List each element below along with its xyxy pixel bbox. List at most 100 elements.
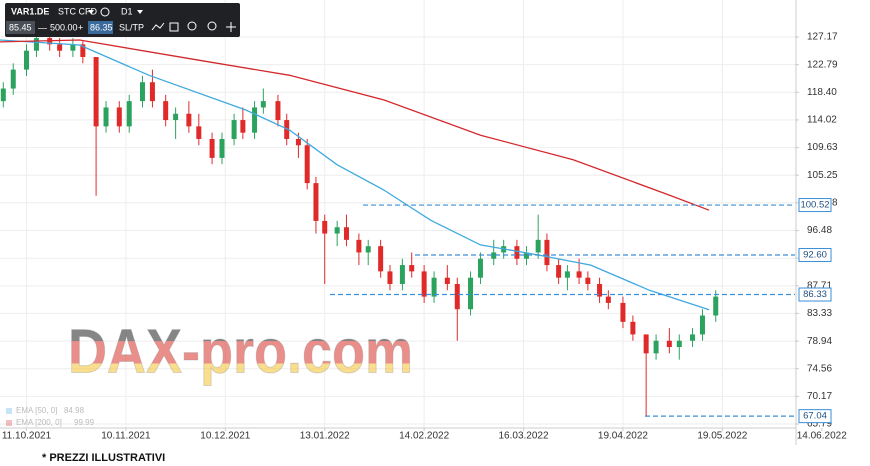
indicator-icon[interactable]: [169, 22, 179, 32]
candle-body: [126, 101, 132, 127]
candle-body: [252, 107, 258, 133]
move-icon[interactable]: [226, 22, 236, 32]
legend-value: 84.98: [64, 406, 85, 415]
candle-body: [304, 145, 310, 184]
candle-body: [116, 107, 122, 127]
legend-swatch: [6, 420, 12, 426]
candle-body: [173, 113, 179, 121]
candle-body: [163, 101, 169, 121]
candle-body: [477, 258, 483, 278]
toolbar: VAR1.DE STC CFD D1 85.45 — 500.00 + 86.3…: [5, 3, 240, 37]
y-tick-label: 118.40: [807, 87, 837, 98]
candle-body: [431, 277, 437, 297]
grid: [0, 0, 795, 428]
candle-body: [24, 50, 30, 70]
candle-body: [387, 271, 393, 284]
x-tick-label: 14.02.2022: [399, 431, 449, 442]
legend-value: 99.99: [74, 418, 95, 427]
level-label-box: [798, 247, 832, 262]
y-tick-label: 78.94: [807, 336, 832, 347]
minus[interactable]: —: [38, 22, 47, 32]
candle-body: [186, 113, 192, 127]
trend-icon[interactable]: [151, 22, 165, 31]
dropdown-icon[interactable]: [137, 10, 143, 14]
candle-body: [556, 265, 562, 278]
candle-body: [275, 101, 281, 121]
candle-body: [620, 302, 626, 322]
candle-body: [699, 315, 705, 335]
x-tick-label: 11.10.2021: [2, 431, 52, 442]
candle-body: [468, 277, 474, 310]
sltp[interactable]: SL/TP: [119, 22, 144, 32]
bid-box[interactable]: [6, 21, 35, 34]
candle-body: [643, 334, 649, 354]
candle-body: [597, 283, 603, 297]
candle-body: [690, 334, 696, 341]
candle-body: [576, 271, 582, 278]
candle-body: [378, 246, 384, 272]
quantity[interactable]: 500.00: [50, 22, 78, 32]
candle-body: [421, 271, 427, 297]
y-tick-label: 65.79: [807, 419, 832, 430]
x-tick-label: 19.05.2022: [697, 431, 747, 442]
level-label: 92.60: [803, 249, 827, 260]
level-label: 86.33: [803, 289, 827, 300]
ask-box[interactable]: [88, 21, 113, 34]
candle-body: [585, 277, 591, 284]
level-label-box: [798, 287, 832, 302]
plus[interactable]: +: [78, 22, 83, 32]
candle-body: [514, 246, 520, 259]
candle-body: [399, 265, 405, 284]
candle-body: [444, 277, 450, 284]
y-tick-label: 122.79: [807, 59, 838, 70]
candle-body: [544, 239, 550, 266]
level-label-box: [798, 409, 832, 424]
level-label: 67.04: [803, 411, 827, 422]
candle-body: [666, 340, 672, 348]
candle-body: [365, 246, 371, 253]
candle-body: [139, 82, 145, 102]
legend-name: EMA [50, 0]: [16, 406, 57, 415]
candle-body: [93, 56, 99, 127]
y-tick-label: 109.63: [807, 142, 838, 153]
plot: [0, 31, 795, 417]
candle-body: [630, 321, 636, 335]
candle-body: [491, 252, 497, 259]
candle-body: [231, 120, 237, 139]
watermark: DAX-pro.com: [68, 317, 413, 386]
info-icon[interactable]: [100, 7, 110, 17]
symbol[interactable]: VAR1.DE: [11, 6, 49, 16]
candle-body: [713, 296, 719, 316]
candle-body: [196, 126, 202, 139]
zoom-out-icon[interactable]: [187, 21, 197, 31]
candle-body: [334, 227, 340, 234]
y-tick-label: 105.25: [807, 170, 838, 181]
ask[interactable]: 86.35: [90, 22, 113, 32]
zoom-in-icon[interactable]: [207, 21, 217, 31]
x-tick-label: 19.04.2022: [598, 431, 648, 442]
legend-swatch: [6, 408, 12, 414]
candle-body: [409, 265, 415, 272]
y-tick-label: 83.33: [807, 308, 832, 319]
candle-body: [260, 101, 266, 108]
ema-line: [0, 39, 710, 311]
candle-body: [0, 88, 6, 102]
candle-body: [356, 239, 362, 253]
y-tick-label: 96.48: [807, 225, 832, 236]
x-tick-label: 14.06.2022: [797, 431, 847, 442]
candle-body: [33, 38, 39, 51]
bid[interactable]: 85.45: [9, 22, 32, 32]
x-tick-label: 16.03.2022: [499, 431, 549, 442]
candle-body: [240, 120, 246, 133]
timeframe[interactable]: D1: [121, 6, 133, 16]
candle-body: [149, 82, 155, 102]
candle-body: [523, 252, 529, 259]
instrument: STC CFD: [58, 6, 97, 16]
y-tick-label: 70.17: [807, 391, 832, 402]
candle-body: [10, 69, 16, 89]
candle-body: [454, 283, 460, 310]
y-tick-label: 127.17: [807, 32, 838, 43]
dropdown-icon[interactable]: [88, 10, 94, 14]
